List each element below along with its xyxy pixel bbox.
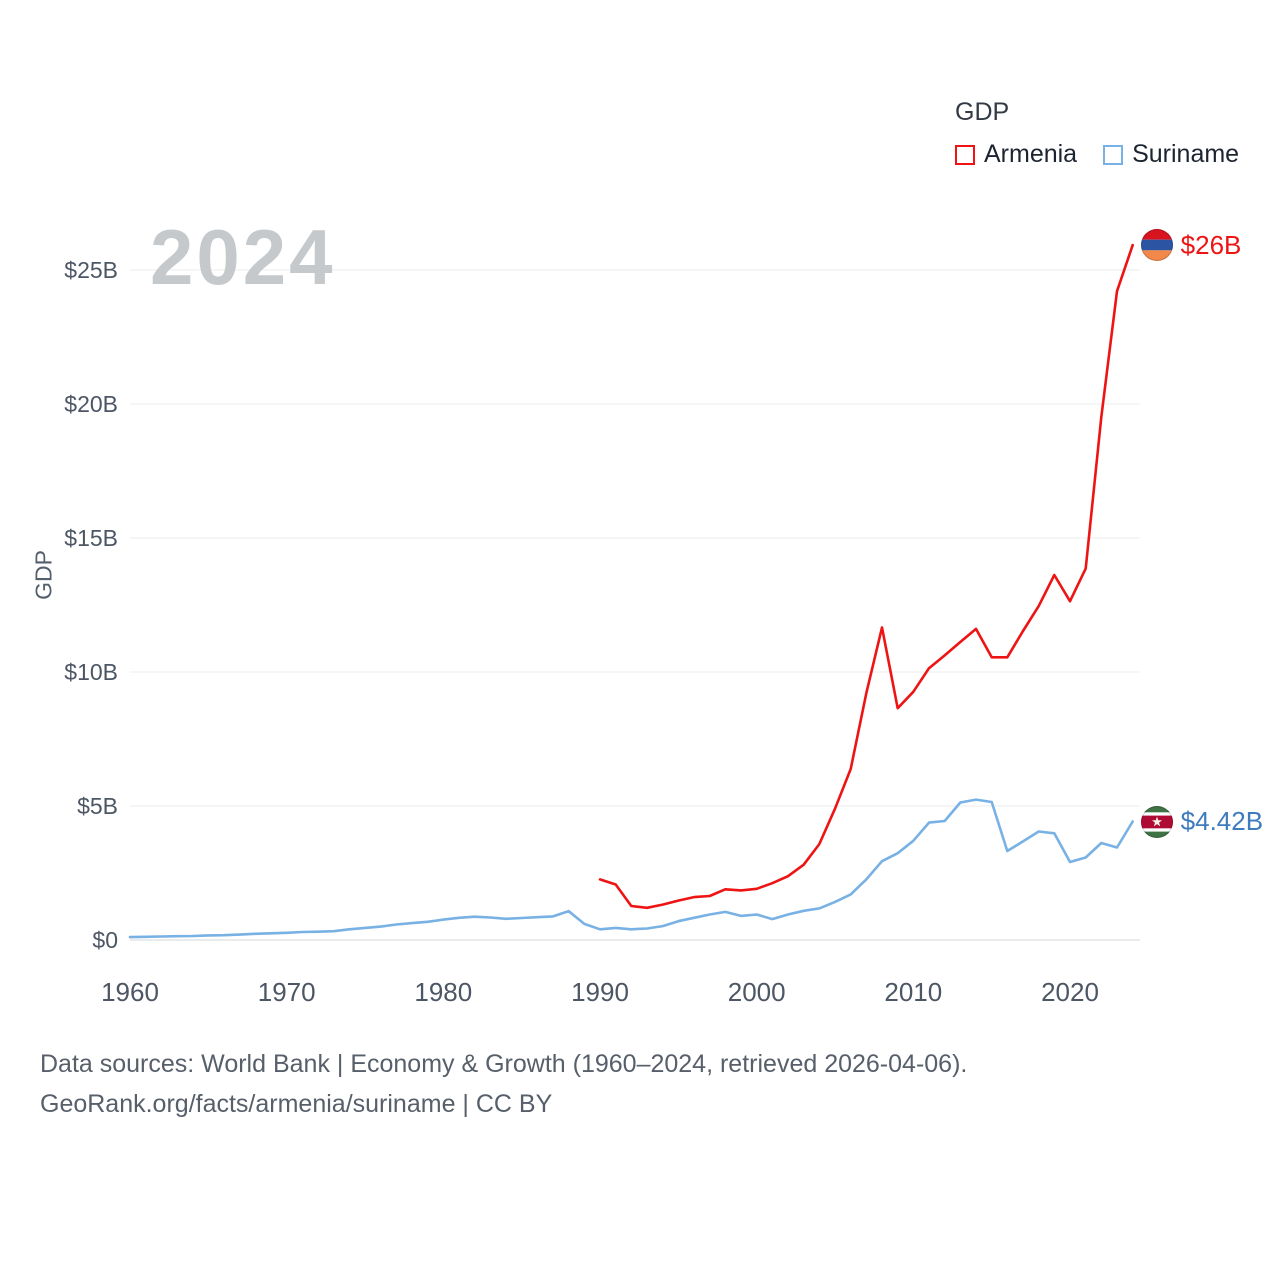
end-label-suriname-value: $4.42B	[1180, 806, 1264, 837]
x-tick-label: 1970	[258, 977, 316, 1007]
legend: GDP Armenia Suriname	[955, 98, 1239, 169]
x-tick-label: 2020	[1041, 977, 1099, 1007]
x-tick-label: 2010	[884, 977, 942, 1007]
legend-item-armenia[interactable]: Armenia	[955, 140, 1077, 169]
end-label-armenia-value: $26B	[1180, 229, 1242, 260]
legend-title: GDP	[955, 98, 1010, 126]
y-tick-label: $15B	[64, 525, 118, 551]
suriname-flag-icon	[1140, 805, 1173, 838]
y-tick-label: $5B	[77, 793, 118, 819]
y-tick-label: $20B	[64, 391, 118, 417]
y-tick-label: $25B	[64, 257, 118, 283]
footer-line-sources: Data sources: World Bank | Economy & Gro…	[40, 1050, 968, 1078]
legend-swatch-armenia	[955, 144, 975, 165]
end-label-armenia: $26B	[1140, 229, 1242, 262]
watermark-year: 2024	[150, 213, 336, 301]
x-tick-label: 1990	[571, 977, 629, 1007]
armenia-flag-icon	[1140, 229, 1173, 262]
footer-line-attribution: GeoRank.org/facts/armenia/suriname | CC …	[40, 1090, 553, 1118]
legend-label-suriname: Suriname	[1132, 140, 1240, 168]
x-tick-label: 1960	[101, 977, 159, 1007]
legend-label-armenia: Armenia	[984, 140, 1078, 168]
y-axis-title: GDP	[30, 550, 57, 600]
legend-item-suriname[interactable]: Suriname	[1103, 140, 1239, 169]
x-tick-label: 1980	[414, 977, 472, 1007]
series-line-armenia	[598, 243, 1134, 910]
y-tick-label: $0	[92, 927, 118, 953]
x-tick-label: 2000	[728, 977, 786, 1007]
legend-swatch-suriname	[1103, 144, 1124, 165]
y-tick-label: $10B	[64, 659, 118, 685]
footer: Data sources: World Bank | Economy & Gro…	[40, 1044, 967, 1124]
series-line-suriname	[128, 798, 1134, 939]
legend-items: Armenia Suriname	[955, 140, 1239, 169]
end-label-suriname: $4.42B	[1140, 805, 1264, 838]
